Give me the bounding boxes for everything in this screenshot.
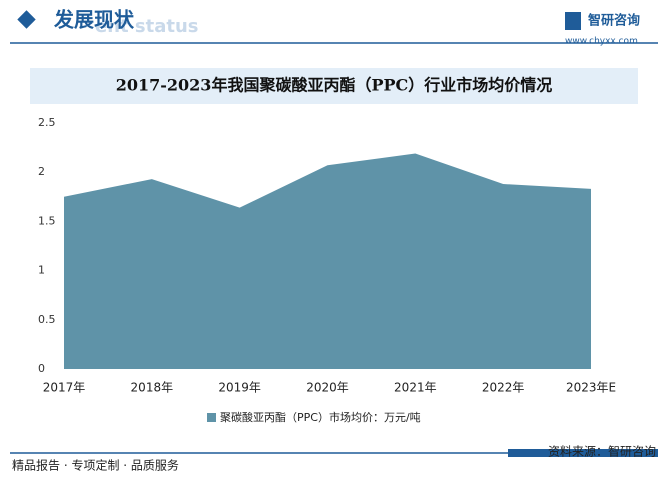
x-tick-label: 2021年 (394, 381, 437, 395)
title-box (30, 68, 638, 104)
y-tick-label: 1 (38, 264, 45, 277)
y-tick-label: 1.5 (38, 214, 56, 227)
x-tick-label: 2022年 (482, 381, 525, 395)
y-tick-label: 0.5 (38, 313, 56, 326)
logo-text: 智研咨询 (588, 13, 640, 29)
logo-url: www.chyxx.com (565, 37, 638, 47)
x-tick-label: 2023年E (566, 381, 616, 395)
header-icon (17, 10, 36, 29)
x-tick-label: 2019年 (218, 381, 261, 395)
header-subtitle: ent status (95, 16, 199, 37)
footer-bar (508, 449, 658, 457)
y-tick-label: 0 (38, 362, 45, 375)
legend-label: 聚碳酸亚丙酯（PPC）市场均价：万元/吨 (220, 410, 421, 424)
y-tick-label: 2.5 (38, 116, 56, 129)
logo-icon (565, 12, 581, 30)
legend-swatch (207, 413, 216, 422)
footer-source: 资料来源：智研咨询 (548, 444, 656, 459)
y-tick-label: 2 (38, 165, 45, 178)
x-tick-label: 2018年 (131, 381, 174, 395)
header-title: 发展现状 (53, 8, 135, 32)
x-tick-label: 2017年 (43, 381, 86, 395)
area (64, 153, 591, 369)
x-tick-label: 2020年 (306, 381, 349, 395)
footer-left: 精品报告 · 专项定制 · 品质服务 (12, 458, 179, 473)
chart-title: 2017-2023年我国聚碳酸亚丙酯（PPC）行业市场均价情况 (116, 76, 553, 95)
